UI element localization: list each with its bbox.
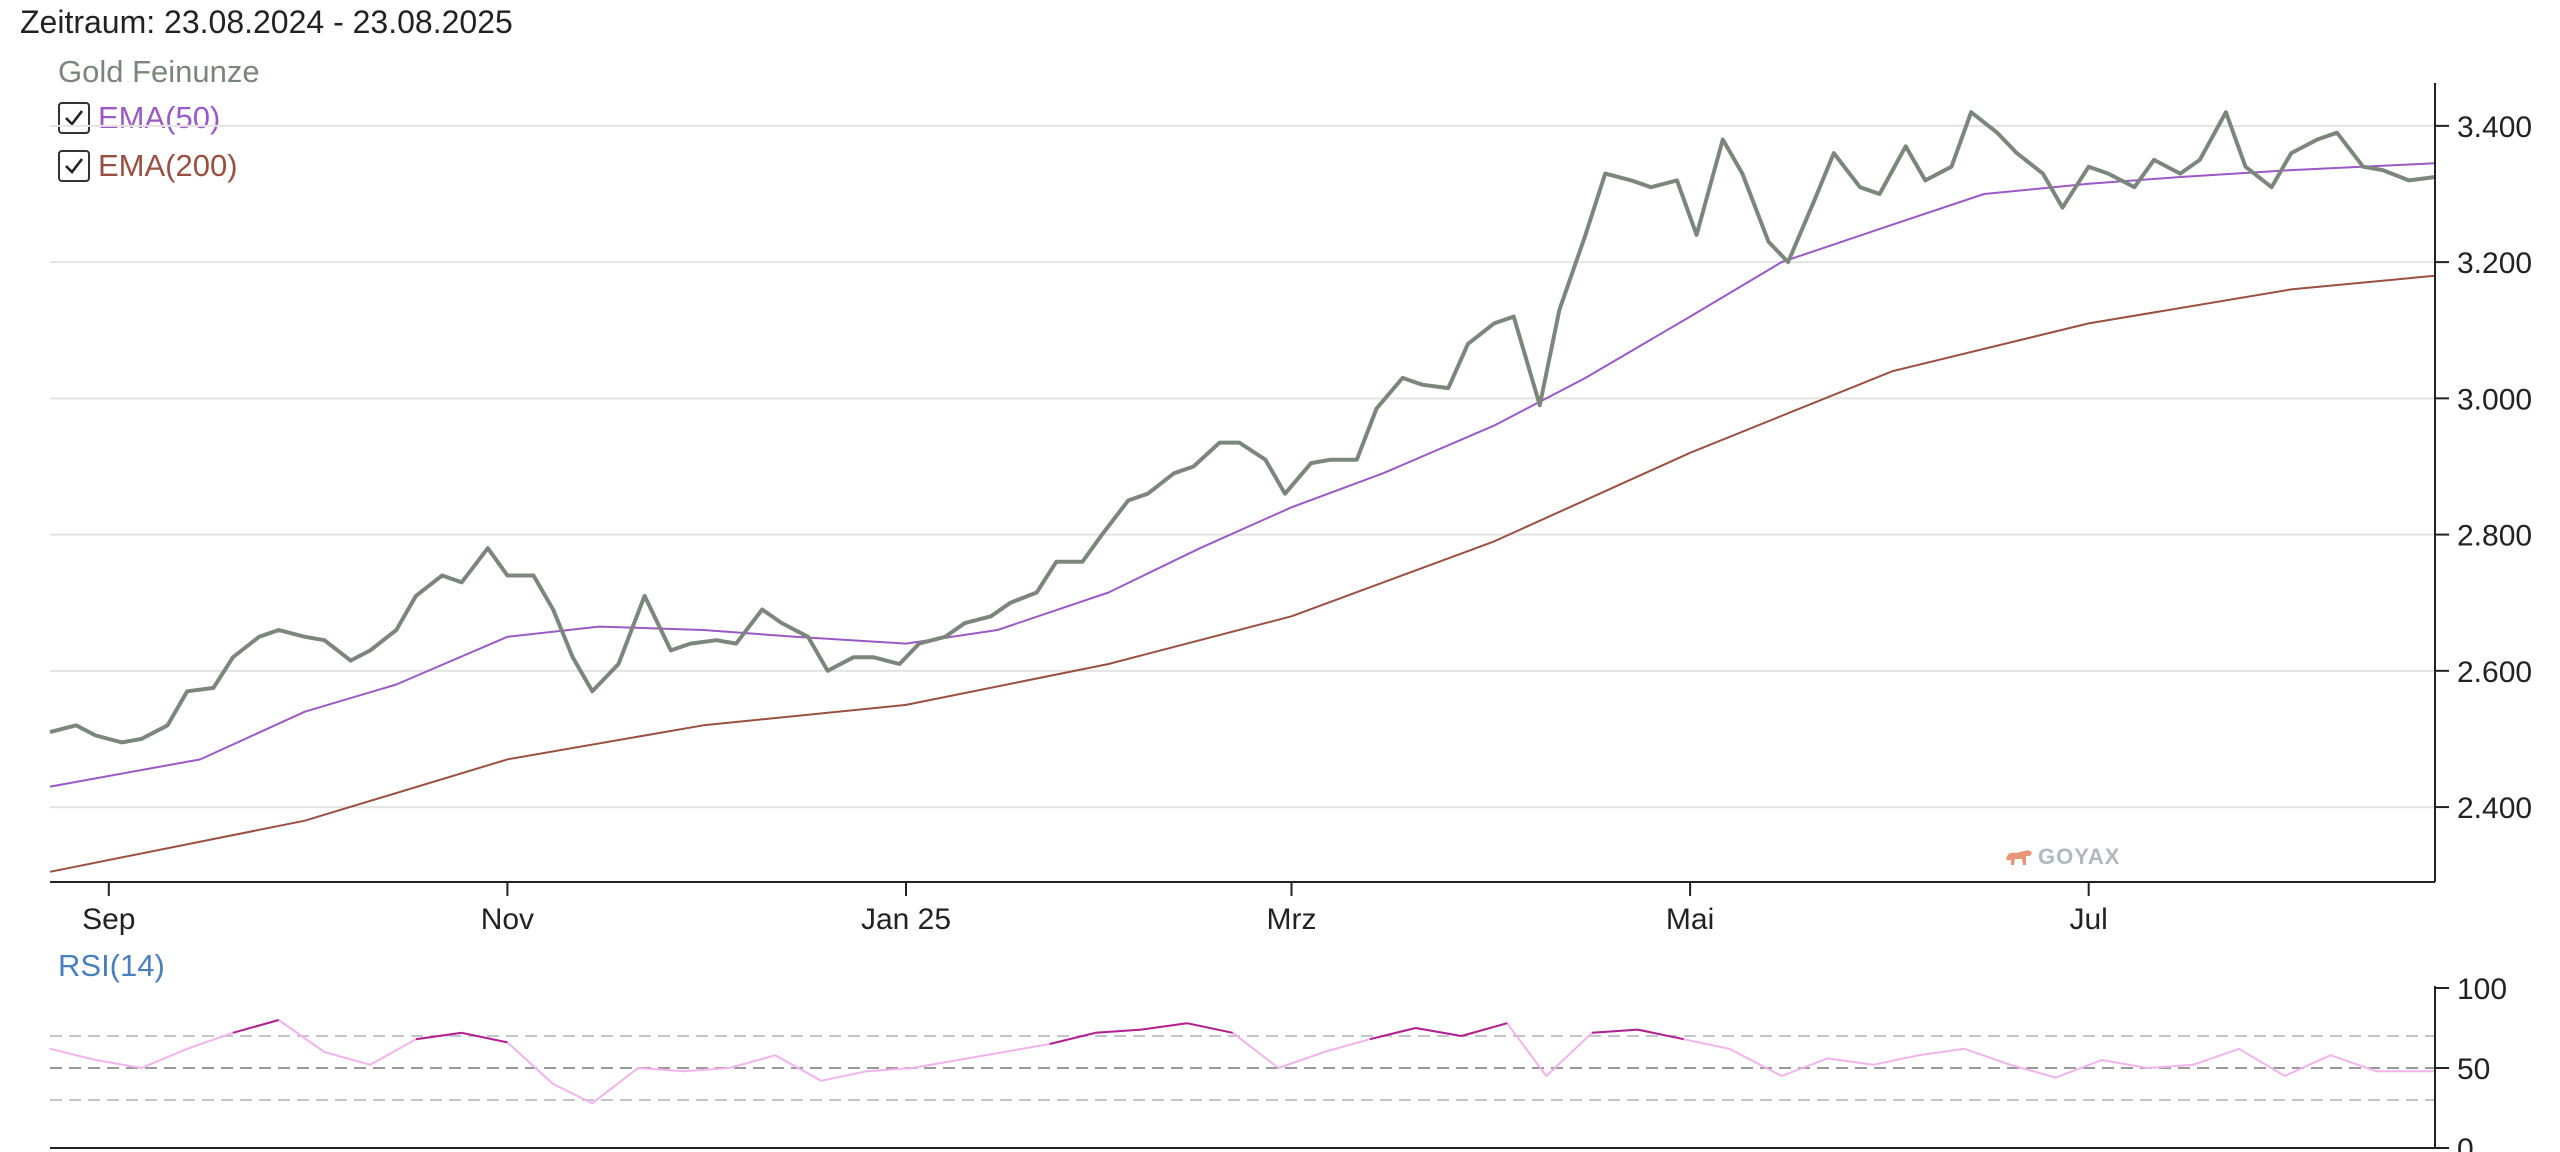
x-tick-label: Mai	[1666, 903, 1714, 936]
legend-ema200-label: EMA(200)	[98, 148, 238, 183]
y-tick-label: 3.400	[2457, 111, 2532, 144]
ema200-series-line	[49, 274, 2436, 873]
period-label: Zeitraum: 23.08.2024 - 23.08.2025	[20, 4, 513, 40]
checkbox-ema200[interactable]	[58, 150, 90, 182]
x-tick-label: Nov	[481, 903, 534, 936]
price-gridlines	[50, 124, 2435, 809]
y-tick-label: 2.400	[2457, 792, 2532, 825]
rsi-reference-lines	[50, 1035, 2435, 1101]
rsi-extreme-segment	[1637, 1028, 1684, 1041]
rsi-label: RSI(14)	[58, 948, 165, 983]
legend-ema50-label: EMA(50)	[98, 100, 221, 135]
y-tick-label: 3.000	[2457, 383, 2532, 416]
price-series-group	[49, 110, 2436, 873]
bull-icon	[2006, 850, 2032, 865]
rsi-extreme-segment	[232, 1019, 279, 1034]
legend-title: Gold Feinunze	[58, 54, 260, 89]
rsi-extreme-segment	[1186, 1022, 1233, 1034]
y-tick-label: 2.600	[2457, 656, 2532, 689]
rsi-extreme-segment	[1415, 1027, 1462, 1037]
rsi-y-tick-label: 50	[2457, 1053, 2490, 1086]
rsi-axes: 0 50 100	[50, 973, 2507, 1152]
rsi-extreme-segment	[1461, 1022, 1508, 1037]
goyax-logo: GOYAX	[2004, 844, 2120, 870]
rsi-extreme-segment	[1141, 1022, 1188, 1031]
y-tick-label: 2.800	[2457, 520, 2532, 553]
rsi-extreme-segment	[1369, 1027, 1416, 1041]
rsi-series-group	[49, 1019, 2435, 1105]
x-tick-label: Jan 25	[861, 903, 951, 936]
rsi-extreme-segment	[1049, 1031, 1096, 1045]
ema50-series-line	[49, 162, 2436, 788]
price-axes: 2.400 2.600 2.800 3.000 3.200 3.400 Sep Nov Jan …	[50, 83, 2532, 936]
rsi-extreme-segment	[461, 1031, 508, 1044]
rsi-y-tick-label: 100	[2457, 973, 2507, 1006]
legend-ema200-toggle[interactable]: EMA(200)	[58, 148, 238, 184]
rsi-extreme-segment	[1592, 1028, 1638, 1034]
rsi-extreme-segment	[1095, 1028, 1142, 1034]
x-tick-label: Mrz	[1267, 903, 1317, 936]
price-series-line	[49, 110, 2436, 745]
x-tick-label: Jul	[2070, 903, 2108, 936]
checkmark-icon	[65, 110, 84, 126]
x-tick-label: Sep	[82, 903, 135, 936]
checkmark-icon	[65, 158, 84, 174]
rsi-extreme-segment	[415, 1031, 462, 1041]
y-tick-label: 3.200	[2457, 247, 2532, 280]
legend-ema50-toggle[interactable]: EMA(50)	[58, 100, 220, 136]
logo-text: GOYAX	[2038, 844, 2121, 869]
rsi-y-tick-label: 0	[2457, 1133, 2474, 1152]
checkbox-ema50[interactable]	[58, 102, 90, 134]
rsi-series-line	[49, 1019, 2435, 1105]
